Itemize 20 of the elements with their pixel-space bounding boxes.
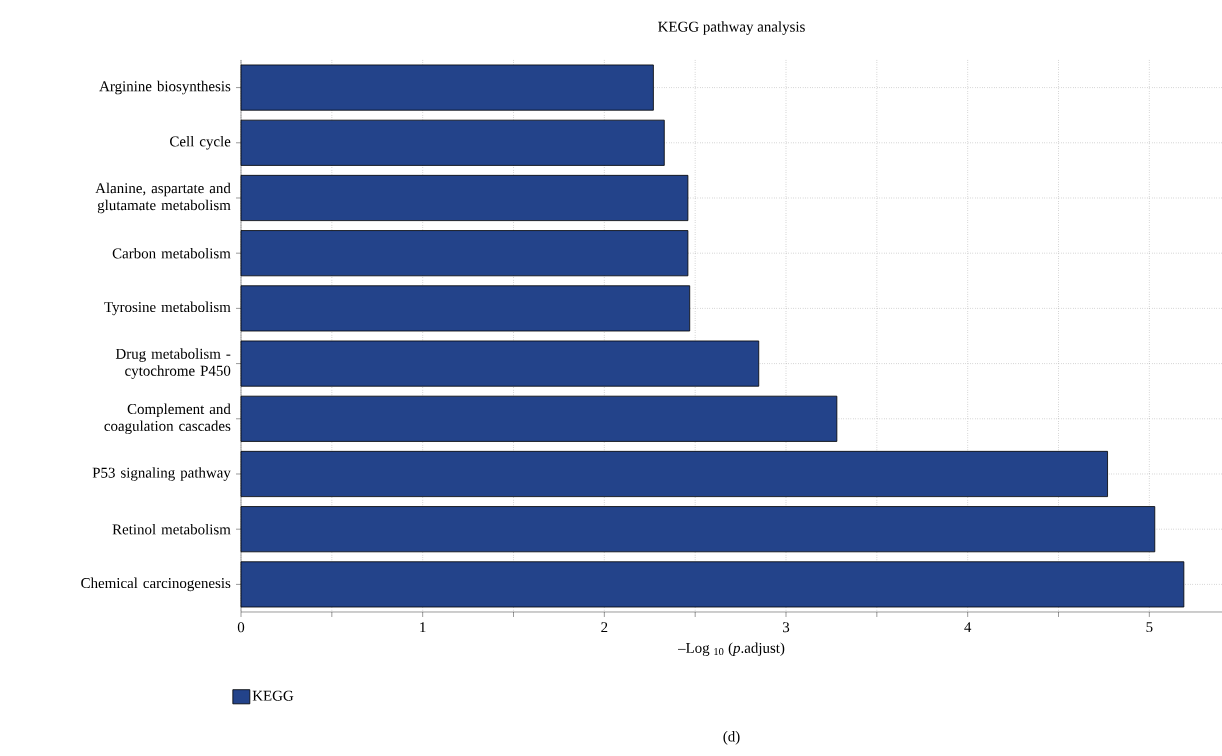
x-tick-label: 2 xyxy=(601,622,608,633)
x-tick-label: 5 xyxy=(1146,622,1153,633)
y-tick-label: Tyrosine metabolism xyxy=(104,301,231,316)
y-tick-label: P53 signaling pathway xyxy=(92,467,231,481)
y-tick-label: Cell cycle xyxy=(170,136,231,150)
x-tick-label: 4 xyxy=(964,622,972,633)
x-tick-label: 3 xyxy=(782,622,790,633)
legend-label: KEGG xyxy=(252,690,294,701)
y-tick-label: Alanine, aspartate and glutamate metabolism xyxy=(95,182,231,214)
y-tick-label: Arginine biosynthesis xyxy=(99,80,231,95)
x-axis-title: –Log $_{10}$ (p.adjust) xyxy=(677,642,785,657)
chart-title: KEGG pathway analysis xyxy=(658,21,805,35)
text: (d) xyxy=(723,731,740,745)
y-tick-label: Retinol metabolism xyxy=(112,523,231,535)
x-tick-label: 0 xyxy=(237,622,245,633)
x-tick-label: 1 xyxy=(420,622,426,633)
y-tick-label: Carbon metabolism xyxy=(112,247,231,259)
y-tick-label: Complement and coagulation cascades xyxy=(104,403,231,435)
y-tick-label: Chemical carcinogenesis xyxy=(81,577,231,592)
y-tick-label: Drug metabolism - cytochrome P450 xyxy=(115,348,231,379)
